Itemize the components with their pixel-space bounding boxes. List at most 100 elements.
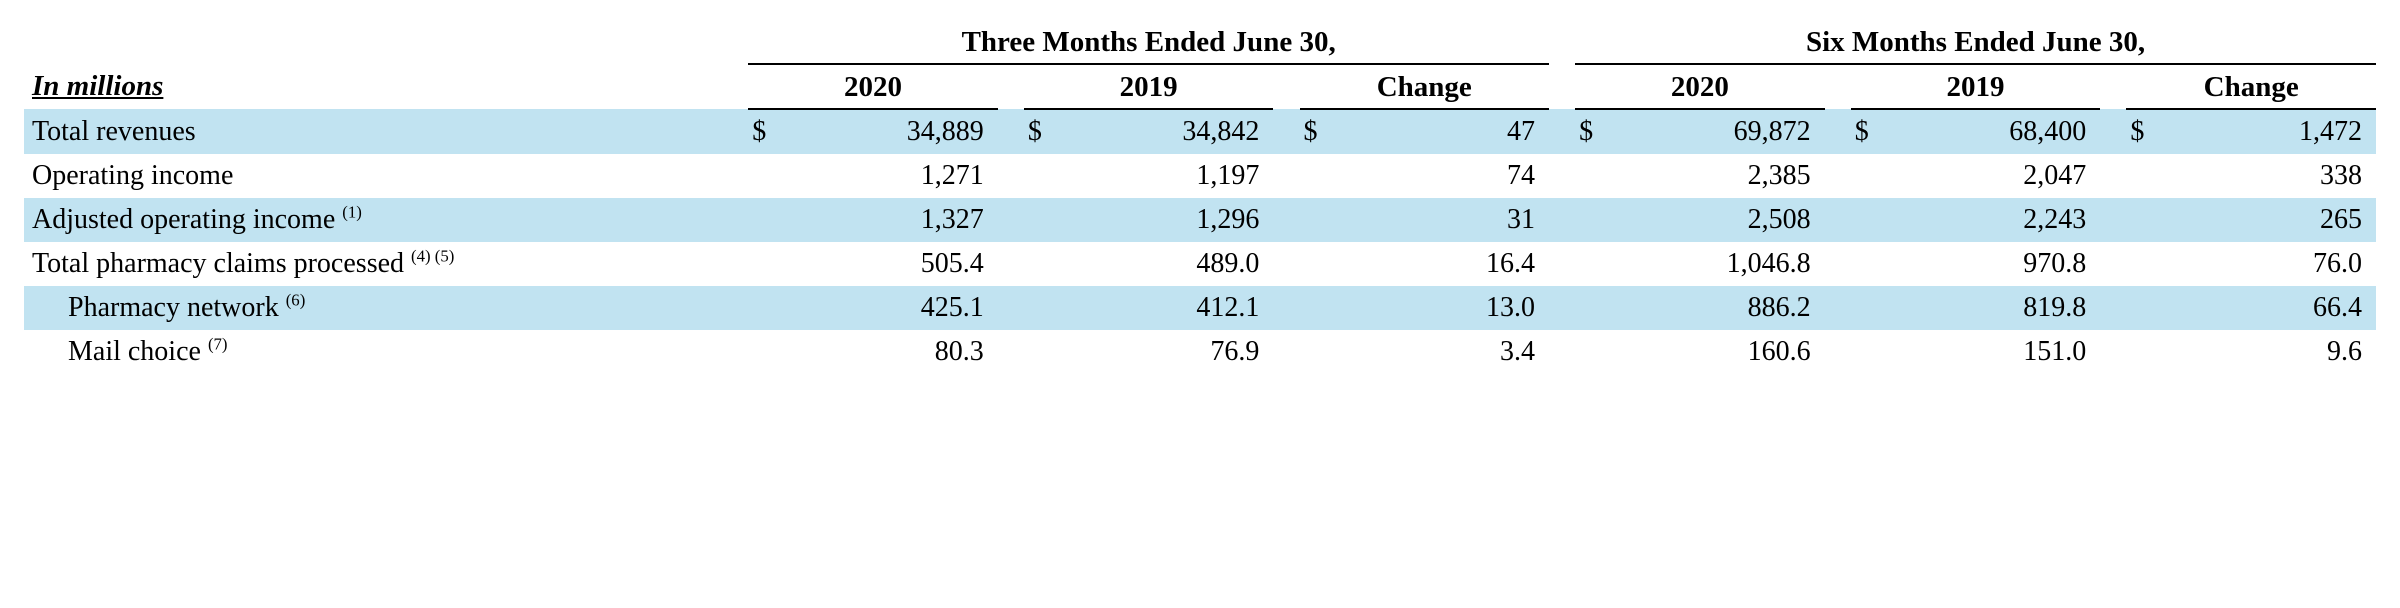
- col-6m-2019: 2019: [1851, 64, 2100, 109]
- cell-three-y2019: 1,296: [1068, 198, 1273, 242]
- currency-symbol: $: [1851, 109, 1895, 154]
- currency-symbol: [1851, 242, 1895, 286]
- caption-in-millions: In millions: [32, 70, 163, 102]
- cell-three-y2020: 505.4: [793, 242, 998, 286]
- cell-three-y2020: 34,889: [793, 109, 998, 154]
- currency-symbol: [1024, 286, 1068, 330]
- currency-symbol: [1024, 198, 1068, 242]
- currency-symbol: [1024, 242, 1068, 286]
- footnote-ref: (7): [208, 335, 228, 354]
- currency-symbol: [1300, 242, 1344, 286]
- cell-six-y2020: 1,046.8: [1619, 242, 1824, 286]
- cell-three-y2020: 1,271: [793, 154, 998, 198]
- currency-symbol: [1851, 330, 1895, 374]
- cell-six-change: 9.6: [2171, 330, 2376, 374]
- table-row: Operating income 1,271 1,197 74 2,385 2,047 33…: [24, 154, 2376, 198]
- cell-three-y2020: 1,327: [793, 198, 998, 242]
- cell-six-y2019: 151.0: [1895, 330, 2100, 374]
- currency-symbol: [1300, 198, 1344, 242]
- currency-symbol: [748, 154, 792, 198]
- table-row: Pharmacy network (6) 425.1 412.1 13.0 886.2 8…: [24, 286, 2376, 330]
- col-3m-2020: 2020: [748, 64, 997, 109]
- table-row: Mail choice (7) 80.3 76.9 3.4 160.6 151.0 9.6: [24, 330, 2376, 374]
- column-header-row: In millions 2020 2019 Change 2020 2019 C…: [24, 64, 2376, 109]
- cell-six-change: 1,472: [2171, 109, 2376, 154]
- currency-symbol: [748, 330, 792, 374]
- cell-six-y2019: 970.8: [1895, 242, 2100, 286]
- currency-symbol: [1851, 154, 1895, 198]
- currency-symbol: [2126, 330, 2170, 374]
- cell-three-change: 31: [1344, 198, 1549, 242]
- currency-symbol: [748, 242, 792, 286]
- currency-symbol: [2126, 198, 2170, 242]
- currency-symbol: $: [748, 109, 792, 154]
- cell-three-y2019: 412.1: [1068, 286, 1273, 330]
- currency-symbol: [748, 198, 792, 242]
- row-label: Total pharmacy claims processed (4) (5): [24, 242, 748, 286]
- currency-symbol: [1575, 330, 1619, 374]
- currency-symbol: [1300, 330, 1344, 374]
- period-header-row: Three Months Ended June 30, Six Months E…: [24, 20, 2376, 64]
- currency-symbol: [1300, 154, 1344, 198]
- footnote-ref: (1): [342, 203, 362, 222]
- cell-six-y2019: 819.8: [1895, 286, 2100, 330]
- currency-symbol: $: [1575, 109, 1619, 154]
- currency-symbol: [1024, 154, 1068, 198]
- cell-three-y2019: 34,842: [1068, 109, 1273, 154]
- currency-symbol: $: [2126, 109, 2170, 154]
- cell-three-y2019: 76.9: [1068, 330, 1273, 374]
- currency-symbol: [1575, 198, 1619, 242]
- row-label: Mail choice (7): [24, 330, 748, 374]
- footnote-ref: (4) (5): [411, 247, 454, 266]
- cell-six-y2020: 886.2: [1619, 286, 1824, 330]
- col-3m-2019: 2019: [1024, 64, 1273, 109]
- col-6m-2020: 2020: [1575, 64, 1824, 109]
- currency-symbol: $: [1024, 109, 1068, 154]
- row-label: Operating income: [24, 154, 748, 198]
- cell-six-y2020: 69,872: [1619, 109, 1824, 154]
- currency-symbol: [748, 286, 792, 330]
- cell-six-y2019: 2,047: [1895, 154, 2100, 198]
- cell-three-y2019: 489.0: [1068, 242, 1273, 286]
- col-6m-change: Change: [2126, 64, 2376, 109]
- cell-six-change: 76.0: [2171, 242, 2376, 286]
- currency-symbol: [1851, 198, 1895, 242]
- row-label: Total revenues: [24, 109, 748, 154]
- cell-three-y2020: 425.1: [793, 286, 998, 330]
- cell-three-change: 3.4: [1344, 330, 1549, 374]
- table-row: Total pharmacy claims processed (4) (5) 5…: [24, 242, 2376, 286]
- cell-three-change: 47: [1344, 109, 1549, 154]
- currency-symbol: [1575, 154, 1619, 198]
- cell-three-y2020: 80.3: [793, 330, 998, 374]
- currency-symbol: [1575, 286, 1619, 330]
- table-row: Total revenues$34,889$34,842$47$69,872$6…: [24, 109, 2376, 154]
- currency-symbol: [1851, 286, 1895, 330]
- footnote-ref: (6): [286, 291, 306, 310]
- cell-three-change: 16.4: [1344, 242, 1549, 286]
- cell-six-y2019: 68,400: [1895, 109, 2100, 154]
- currency-symbol: [1575, 242, 1619, 286]
- cell-six-change: 338: [2171, 154, 2376, 198]
- row-label: Adjusted operating income (1): [24, 198, 748, 242]
- table-row: Adjusted operating income (1) 1,327 1,296 3…: [24, 198, 2376, 242]
- currency-symbol: [1024, 330, 1068, 374]
- header-six-months: Six Months Ended June 30,: [1575, 20, 2376, 64]
- cell-six-y2020: 2,508: [1619, 198, 1824, 242]
- currency-symbol: [2126, 242, 2170, 286]
- col-3m-change: Change: [1300, 64, 1549, 109]
- cell-six-change: 265: [2171, 198, 2376, 242]
- currency-symbol: $: [1300, 109, 1344, 154]
- currency-symbol: [2126, 154, 2170, 198]
- financial-table: Three Months Ended June 30, Six Months E…: [24, 20, 2376, 374]
- cell-six-y2020: 2,385: [1619, 154, 1824, 198]
- header-three-months: Three Months Ended June 30,: [748, 20, 1549, 64]
- cell-three-y2019: 1,197: [1068, 154, 1273, 198]
- cell-three-change: 74: [1344, 154, 1549, 198]
- cell-three-change: 13.0: [1344, 286, 1549, 330]
- currency-symbol: [1300, 286, 1344, 330]
- cell-six-change: 66.4: [2171, 286, 2376, 330]
- row-label: Pharmacy network (6): [24, 286, 748, 330]
- currency-symbol: [2126, 286, 2170, 330]
- cell-six-y2020: 160.6: [1619, 330, 1824, 374]
- cell-six-y2019: 2,243: [1895, 198, 2100, 242]
